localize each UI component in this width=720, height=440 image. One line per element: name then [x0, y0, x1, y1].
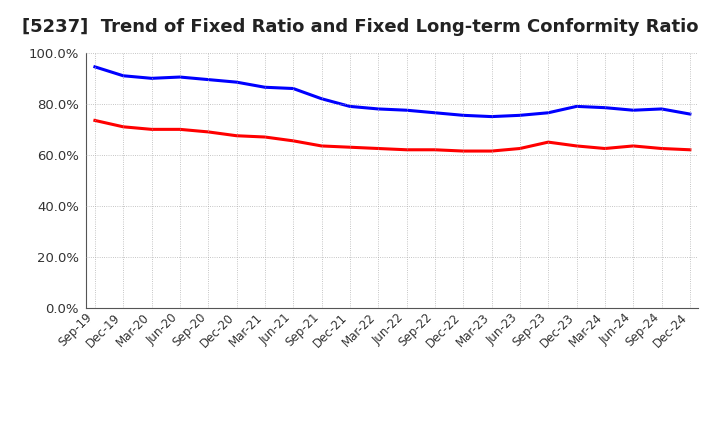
- Fixed Long-term Conformity Ratio: [374, 146, 382, 151]
- Fixed Long-term Conformity Ratio: [119, 124, 127, 129]
- Fixed Ratio: [459, 113, 467, 118]
- Fixed Ratio: [233, 80, 241, 85]
- Fixed Ratio: [119, 73, 127, 78]
- Fixed Ratio: [600, 105, 609, 110]
- Fixed Long-term Conformity Ratio: [204, 129, 212, 135]
- Fixed Long-term Conformity Ratio: [516, 146, 524, 151]
- Fixed Long-term Conformity Ratio: [487, 148, 496, 154]
- Fixed Ratio: [402, 107, 411, 113]
- Fixed Ratio: [346, 104, 354, 109]
- Fixed Long-term Conformity Ratio: [544, 139, 552, 145]
- Fixed Long-term Conformity Ratio: [233, 133, 241, 139]
- Fixed Ratio: [629, 107, 637, 113]
- Fixed Ratio: [544, 110, 552, 115]
- Fixed Long-term Conformity Ratio: [600, 146, 609, 151]
- Fixed Ratio: [685, 111, 694, 117]
- Fixed Ratio: [261, 84, 269, 90]
- Fixed Long-term Conformity Ratio: [629, 143, 637, 149]
- Fixed Ratio: [148, 76, 156, 81]
- Fixed Long-term Conformity Ratio: [176, 127, 184, 132]
- Fixed Long-term Conformity Ratio: [148, 127, 156, 132]
- Fixed Long-term Conformity Ratio: [91, 118, 99, 123]
- Fixed Long-term Conformity Ratio: [657, 146, 666, 151]
- Fixed Ratio: [657, 106, 666, 112]
- Fixed Long-term Conformity Ratio: [346, 145, 354, 150]
- Fixed Ratio: [289, 86, 297, 91]
- Fixed Ratio: [487, 114, 496, 119]
- Fixed Ratio: [516, 113, 524, 118]
- Line: Fixed Ratio: Fixed Ratio: [95, 67, 690, 117]
- Fixed Ratio: [318, 96, 326, 101]
- Fixed Long-term Conformity Ratio: [402, 147, 411, 152]
- Fixed Long-term Conformity Ratio: [685, 147, 694, 152]
- Text: [5237]  Trend of Fixed Ratio and Fixed Long-term Conformity Ratio: [5237] Trend of Fixed Ratio and Fixed Lo…: [22, 18, 698, 36]
- Fixed Ratio: [176, 74, 184, 80]
- Fixed Long-term Conformity Ratio: [289, 138, 297, 143]
- Fixed Long-term Conformity Ratio: [318, 143, 326, 149]
- Fixed Long-term Conformity Ratio: [572, 143, 581, 149]
- Fixed Ratio: [204, 77, 212, 82]
- Fixed Ratio: [431, 110, 439, 115]
- Fixed Ratio: [91, 64, 99, 70]
- Fixed Ratio: [374, 106, 382, 112]
- Fixed Long-term Conformity Ratio: [431, 147, 439, 152]
- Fixed Long-term Conformity Ratio: [261, 134, 269, 139]
- Line: Fixed Long-term Conformity Ratio: Fixed Long-term Conformity Ratio: [95, 121, 690, 151]
- Fixed Long-term Conformity Ratio: [459, 148, 467, 154]
- Fixed Ratio: [572, 104, 581, 109]
